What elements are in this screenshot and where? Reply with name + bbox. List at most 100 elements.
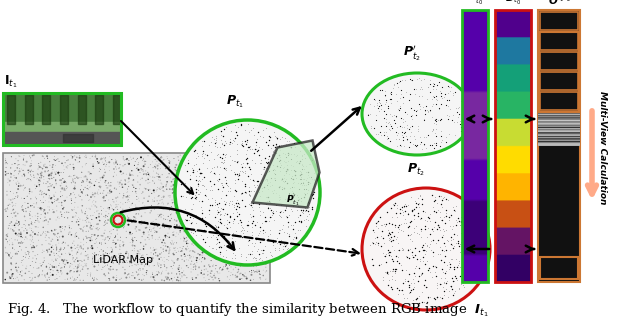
Point xyxy=(204,182,214,187)
Text: Fig. 4.   The workflow to quantify the similarity between RGB image  $\boldsymbo: Fig. 4. The workflow to quantify the sim… xyxy=(7,301,488,319)
Point xyxy=(57,161,67,166)
Point xyxy=(262,195,273,200)
Point xyxy=(170,205,180,210)
Point xyxy=(161,268,172,273)
Point xyxy=(49,184,59,189)
Point xyxy=(189,250,200,255)
Point xyxy=(177,184,188,189)
Point xyxy=(152,188,162,193)
Point xyxy=(51,181,61,186)
Point xyxy=(40,198,51,203)
Point xyxy=(100,273,111,278)
Point xyxy=(298,207,308,213)
Point xyxy=(188,153,198,158)
Point xyxy=(90,241,100,246)
Point xyxy=(444,260,454,265)
Point xyxy=(52,208,62,214)
Point xyxy=(134,221,145,226)
Point xyxy=(240,170,250,175)
Point xyxy=(68,162,78,167)
Point xyxy=(46,183,56,189)
Point xyxy=(389,117,399,122)
Point xyxy=(238,181,248,187)
Point xyxy=(156,250,166,255)
Point xyxy=(263,180,273,185)
Point xyxy=(156,265,166,270)
Point xyxy=(249,243,259,248)
Point xyxy=(185,214,195,219)
Point xyxy=(237,272,248,277)
Point xyxy=(191,267,201,272)
Point xyxy=(429,219,440,224)
Point xyxy=(259,172,269,177)
Point xyxy=(198,250,208,255)
Point xyxy=(3,231,13,236)
Point xyxy=(182,253,193,258)
Point xyxy=(198,174,209,179)
Point xyxy=(175,182,186,187)
Point xyxy=(47,272,58,277)
Point xyxy=(423,84,433,89)
Point xyxy=(218,267,228,272)
Point xyxy=(225,205,236,211)
Point xyxy=(60,160,70,165)
Point xyxy=(88,276,98,281)
Point xyxy=(97,256,107,261)
Point xyxy=(76,262,86,268)
Point xyxy=(259,160,269,166)
Point xyxy=(265,205,275,211)
Point xyxy=(435,227,445,233)
Point xyxy=(415,229,426,234)
Point xyxy=(384,237,394,242)
Point xyxy=(180,162,191,167)
Point xyxy=(134,207,144,212)
Point xyxy=(19,182,29,188)
Point xyxy=(161,205,172,211)
Point xyxy=(22,227,32,233)
Point xyxy=(181,194,191,200)
Point xyxy=(221,262,231,268)
Point xyxy=(406,280,416,285)
Point xyxy=(106,231,116,236)
Point xyxy=(257,201,267,206)
Point xyxy=(417,201,428,206)
Point xyxy=(22,159,32,164)
Point xyxy=(118,156,129,162)
Point xyxy=(243,242,253,247)
Point xyxy=(40,162,50,167)
Point xyxy=(188,254,198,260)
Point xyxy=(276,209,287,214)
Point xyxy=(206,258,216,263)
Point xyxy=(52,237,63,243)
Point xyxy=(181,263,191,268)
Point xyxy=(404,144,414,149)
Point xyxy=(42,229,52,235)
Point xyxy=(86,194,96,200)
Bar xyxy=(540,12,578,30)
Point xyxy=(245,177,255,182)
Point xyxy=(208,224,218,229)
Point xyxy=(111,205,121,210)
Point xyxy=(239,198,250,203)
Point xyxy=(134,211,144,216)
Point xyxy=(212,227,223,232)
Point xyxy=(378,251,388,256)
Point xyxy=(265,228,275,233)
Point xyxy=(279,158,289,164)
Point xyxy=(380,94,390,99)
Point xyxy=(8,228,19,234)
Point xyxy=(20,226,31,231)
Point xyxy=(244,164,254,169)
Point xyxy=(47,237,58,242)
Point xyxy=(230,174,241,179)
Point xyxy=(174,202,184,207)
Point xyxy=(227,244,237,249)
Point xyxy=(262,169,273,175)
Point xyxy=(170,173,180,178)
Point xyxy=(196,256,207,261)
Point xyxy=(237,140,247,145)
Point xyxy=(47,237,58,242)
Point xyxy=(156,214,166,220)
Point xyxy=(213,226,223,232)
Point xyxy=(182,219,193,225)
